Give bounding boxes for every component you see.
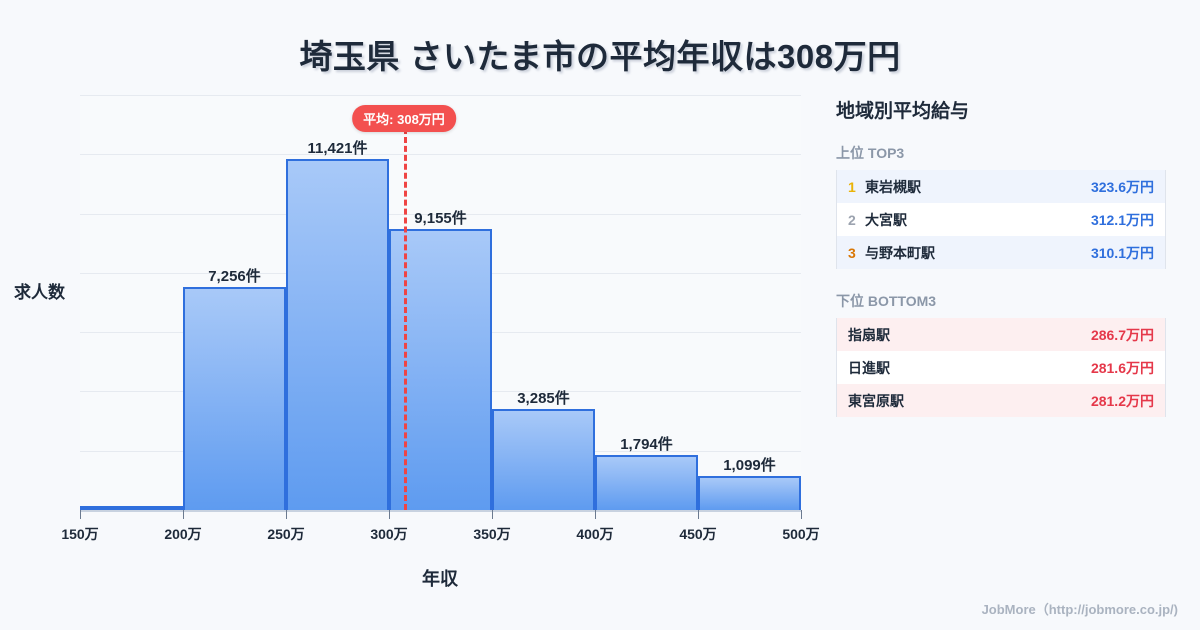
salary-value: 281.6万円 [1090,359,1154,376]
x-axis-tick-label: 450万 [679,526,717,542]
x-axis-tick-label: 350万 [473,526,511,542]
x-axis-tick [80,510,81,519]
gridline [80,214,801,215]
bottom3-table: 指扇駅 286.7万円 日進駅 281.6万円 東宮原駅 281.2万円 [836,318,1166,417]
table-row[interactable]: 東宮原駅 281.2万円 [837,384,1165,417]
regional-salary-panel: 地域別平均給与 上位 TOP3 1 東岩槻駅 323.6万円 2 大宮駅 312… [836,96,1166,439]
station-name: 東岩槻駅 [865,178,921,195]
footer-attribution: JobMore（http://jobmore.co.jp/) [981,602,1178,617]
salary-value: 323.6万円 [1090,178,1154,195]
salary-value: 310.1万円 [1090,244,1154,261]
salary-value: 286.7万円 [1090,326,1154,343]
average-marker-line [404,128,407,510]
station-name: 東宮原駅 [848,392,904,409]
x-axis-tick-label: 150万 [61,526,99,542]
table-row[interactable]: 日進駅 281.6万円 [837,351,1165,384]
salary-value: 281.2万円 [1090,392,1154,409]
bar-value-label: 11,421件 [307,140,368,157]
x-axis-tick-label: 400万 [576,526,614,542]
x-axis-tick [492,510,493,519]
station-name: 日進駅 [848,359,890,376]
histogram-bar [80,506,183,510]
axis-baseline [80,510,801,512]
top3-table: 1 東岩槻駅 323.6万円 2 大宮駅 312.1万円 3 与野本町駅 310… [836,170,1166,269]
x-axis-tick [183,510,184,519]
histogram-bar [492,409,595,510]
x-axis-tick [595,510,596,519]
x-axis-label: 年収 [422,569,458,589]
bar-value-label: 3,285件 [517,390,570,407]
table-row[interactable]: 1 東岩槻駅 323.6万円 [837,170,1165,203]
table-row[interactable]: 2 大宮駅 312.1万円 [837,203,1165,236]
x-axis-tick [801,510,802,519]
rank-number: 2 [848,211,856,228]
rank-number: 3 [848,244,856,261]
histogram-bar [183,287,286,510]
x-axis-tick-label: 200万 [164,526,202,542]
x-axis-tick-label: 250万 [267,526,305,542]
bar-value-label: 1,794件 [620,436,673,453]
page-title: 埼玉県 さいたま市の平均年収は308万円 [299,38,901,75]
histogram-bar [595,455,698,510]
bar-value-label: 1,099件 [723,457,776,474]
x-axis-tick [698,510,699,519]
x-axis-tick-label: 300万 [370,526,408,542]
gridline [80,154,801,155]
table-row[interactable]: 3 与野本町駅 310.1万円 [837,236,1165,269]
panel-heading: 地域別平均給与 [836,101,970,122]
x-axis-tick-label: 500万 [782,526,820,542]
salary-value: 312.1万円 [1090,211,1154,228]
bar-value-label: 9,155件 [414,210,467,227]
x-axis-tick [286,510,287,519]
y-axis-label: 求人数 [14,283,65,302]
gridline [80,95,801,96]
bottom3-section-label: 下位 BOTTOM3 [836,293,937,309]
histogram-bar [698,476,801,510]
table-row[interactable]: 指扇駅 286.7万円 [837,318,1165,351]
station-name: 指扇駅 [848,326,890,343]
x-axis-tick [389,510,390,519]
station-name: 大宮駅 [865,211,907,228]
bar-value-label: 7,256件 [208,268,261,285]
top3-section-label: 上位 TOP3 [836,145,905,161]
rank-number: 1 [848,178,856,195]
average-badge: 平均: 308万円 [352,105,456,132]
histogram-bar [286,159,389,510]
station-name: 与野本町駅 [865,244,935,261]
salary-histogram-chart: 7,256件 11,421件 9,155件 3,285件 1,794件 1,099件 15… [14,95,820,589]
